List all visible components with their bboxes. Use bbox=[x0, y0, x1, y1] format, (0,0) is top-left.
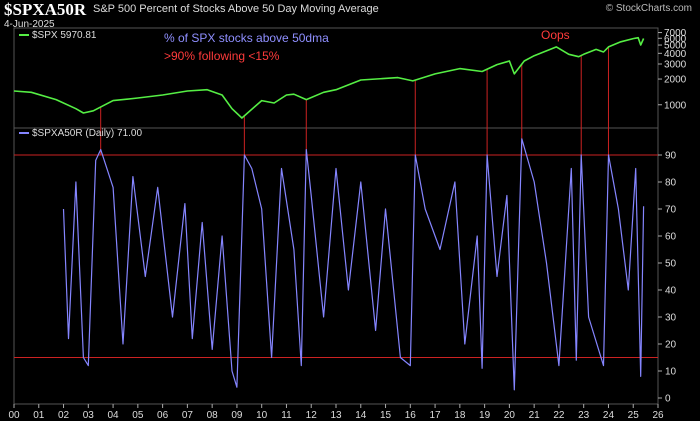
percent-above-50dma-line bbox=[62, 138, 645, 391]
annotation-oops: Oops bbox=[541, 28, 570, 42]
bottom-y-tick-label: 50 bbox=[665, 259, 677, 270]
bottom-y-tick-label: 20 bbox=[665, 340, 677, 351]
x-tick-label: 21 bbox=[529, 410, 541, 421]
bottom-y-axis: 0 10 20 30 40 50 60 70 80 90 bbox=[658, 151, 677, 405]
x-tick-label: 05 bbox=[132, 410, 144, 421]
watermark: © StockCharts.com bbox=[605, 3, 692, 14]
bottom-y-tick-label: 60 bbox=[665, 232, 677, 243]
x-tick-label: 22 bbox=[553, 410, 565, 421]
x-tick-label: 26 bbox=[652, 410, 664, 421]
top-y-tick-label: 3000 bbox=[664, 59, 687, 70]
bottom-legend-label: $SPXA50R (Daily) 71.00 bbox=[32, 128, 142, 139]
x-tick-label: 17 bbox=[430, 410, 442, 421]
ticker-symbol: $SPXA50R bbox=[4, 0, 87, 19]
x-tick-label: 18 bbox=[454, 410, 466, 421]
series-layer bbox=[13, 36, 645, 391]
annotation-red: >90% following <15% bbox=[164, 49, 280, 63]
top-legend-swatch bbox=[19, 34, 29, 36]
top-legend-label: $SPX 5970.81 bbox=[32, 30, 97, 41]
x-tick-label: 01 bbox=[33, 410, 45, 421]
x-tick-label: 15 bbox=[380, 410, 392, 421]
x-tick-label: 19 bbox=[479, 410, 491, 421]
x-tick-label: 11 bbox=[281, 410, 292, 421]
annotation-blue: % of SPX stocks above 50dma bbox=[164, 31, 329, 45]
x-tick-label: 02 bbox=[58, 410, 70, 421]
bottom-y-tick-label: 40 bbox=[665, 286, 677, 297]
x-tick-label: 23 bbox=[578, 410, 590, 421]
bottom-y-tick-label: 10 bbox=[665, 367, 677, 378]
bottom-legend-swatch bbox=[19, 132, 29, 134]
x-tick-label: 09 bbox=[231, 410, 243, 421]
x-tick-label: 00 bbox=[8, 410, 20, 421]
x-tick-label: 25 bbox=[628, 410, 640, 421]
reference-lines bbox=[14, 154, 658, 358]
x-tick-label: 13 bbox=[330, 410, 342, 421]
x-tick-label: 07 bbox=[182, 410, 194, 421]
top-y-tick-label: 4000 bbox=[664, 49, 687, 60]
chart-description: S&P 500 Percent of Stocks Above 50 Day M… bbox=[93, 3, 379, 15]
top-y-tick-label: 6000 bbox=[664, 34, 687, 45]
spx-price-line bbox=[13, 36, 645, 119]
x-tick-label: 08 bbox=[207, 410, 219, 421]
x-tick-label: 12 bbox=[306, 410, 318, 421]
x-tick-label: 24 bbox=[603, 410, 615, 421]
x-tick-label: 04 bbox=[108, 410, 120, 421]
top-panel-frame bbox=[13, 27, 659, 129]
bottom-y-tick-label: 70 bbox=[665, 205, 677, 216]
signal-lines bbox=[100, 46, 609, 155]
x-tick-label: 06 bbox=[157, 410, 169, 421]
x-tick-label: 10 bbox=[256, 410, 268, 421]
top-y-tick-label: 2000 bbox=[664, 75, 687, 86]
top-y-tick-label: 1000 bbox=[664, 100, 687, 111]
bottom-y-tick-label: 0 bbox=[665, 394, 671, 405]
x-axis: 00 01 02 03 04 05 06 07 08 09 10 11 12 13 14 15 16 17 18 19… bbox=[8, 404, 664, 421]
x-tick-label: 20 bbox=[504, 410, 516, 421]
top-y-tick-label: 7000 bbox=[664, 28, 687, 39]
bottom-y-tick-label: 30 bbox=[665, 313, 677, 324]
x-tick-label: 16 bbox=[405, 410, 417, 421]
x-tick-label: 14 bbox=[355, 410, 367, 421]
bottom-y-tick-label: 90 bbox=[665, 151, 677, 162]
bottom-y-tick-label: 80 bbox=[665, 178, 677, 189]
chart-date: 4-Jun-2025 bbox=[4, 19, 55, 30]
x-tick-label: 03 bbox=[83, 410, 95, 421]
top-y-tick-label: 5000 bbox=[664, 41, 687, 52]
